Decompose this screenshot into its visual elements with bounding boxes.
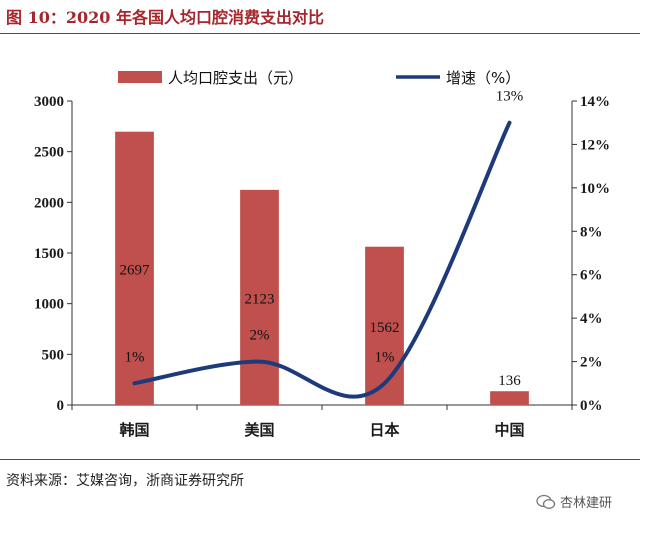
data-labels: 2697 2123 1562 136 1% 2% 1% 13% bbox=[120, 89, 524, 390]
y-left-tick-label: 1000 bbox=[34, 297, 64, 313]
growth-line bbox=[132, 120, 512, 399]
bar-value-label: 136 bbox=[498, 373, 521, 389]
bar-value-label: 1562 bbox=[370, 320, 400, 336]
bar-value-label: 2123 bbox=[245, 291, 275, 307]
watermark: 杏林建研 bbox=[536, 492, 612, 511]
y-right-tick-label: 14% bbox=[580, 94, 610, 110]
y-left-tick-label: 3000 bbox=[34, 94, 64, 110]
combo-chart: 人均口腔支出（元） 增速（%） 0 500 1000 1500 2000 2500 3000… bbox=[34, 69, 610, 439]
watermark-text: 杏林建研 bbox=[560, 496, 613, 511]
y-right-tick-label: 8% bbox=[580, 224, 603, 240]
y-right-tick-label: 6% bbox=[580, 268, 603, 284]
y-left-tick-label: 2500 bbox=[34, 145, 64, 161]
y-left-tick-label: 500 bbox=[42, 347, 65, 363]
legend: 人均口腔支出（元） 增速（%） bbox=[118, 69, 520, 87]
x-tick-label: 日本 bbox=[369, 421, 399, 439]
bars bbox=[115, 131, 529, 405]
bar bbox=[365, 246, 404, 405]
growth-value-label: 2% bbox=[250, 328, 270, 344]
y-left-tick-label: 2000 bbox=[34, 195, 64, 211]
y-right-tick-label: 2% bbox=[580, 355, 603, 371]
bar bbox=[240, 189, 279, 405]
y-right-tick-label: 4% bbox=[580, 311, 603, 327]
growth-value-label: 1% bbox=[375, 349, 395, 365]
bar-value-label: 2697 bbox=[120, 262, 151, 278]
growth-value-label: 1% bbox=[125, 349, 145, 365]
x-tick-label: 韩国 bbox=[119, 421, 149, 439]
title-rule bbox=[0, 33, 640, 34]
growth-value-label: 13% bbox=[496, 89, 524, 105]
legend-bar-swatch bbox=[118, 71, 162, 83]
bar bbox=[115, 131, 154, 405]
wechat-icon bbox=[536, 494, 556, 509]
source-rule bbox=[0, 459, 640, 460]
legend-line-label: 增速（%） bbox=[446, 69, 520, 87]
y-right-tick-label: 12% bbox=[580, 137, 610, 153]
axes: 0 500 1000 1500 2000 2500 3000 0% 2% 4% 6% 8% 10% 12%… bbox=[34, 94, 610, 439]
y-right-tick-label: 10% bbox=[580, 181, 610, 197]
y-left-tick-label: 1500 bbox=[34, 246, 64, 262]
figure-title: 图 10：2020 年各国人均口腔消费支出对比 bbox=[6, 8, 324, 27]
x-tick-label: 美国 bbox=[244, 421, 274, 439]
legend-bar-label: 人均口腔支出（元） bbox=[168, 69, 303, 87]
x-tick-label: 中国 bbox=[494, 421, 524, 439]
growth-line-path bbox=[132, 120, 512, 399]
y-right-tick-label: 0% bbox=[580, 398, 603, 414]
source-note: 资料来源：艾媒咨询，浙商证券研究所 bbox=[6, 473, 244, 489]
y-left-tick-label: 0 bbox=[57, 398, 65, 414]
bar bbox=[490, 391, 529, 405]
